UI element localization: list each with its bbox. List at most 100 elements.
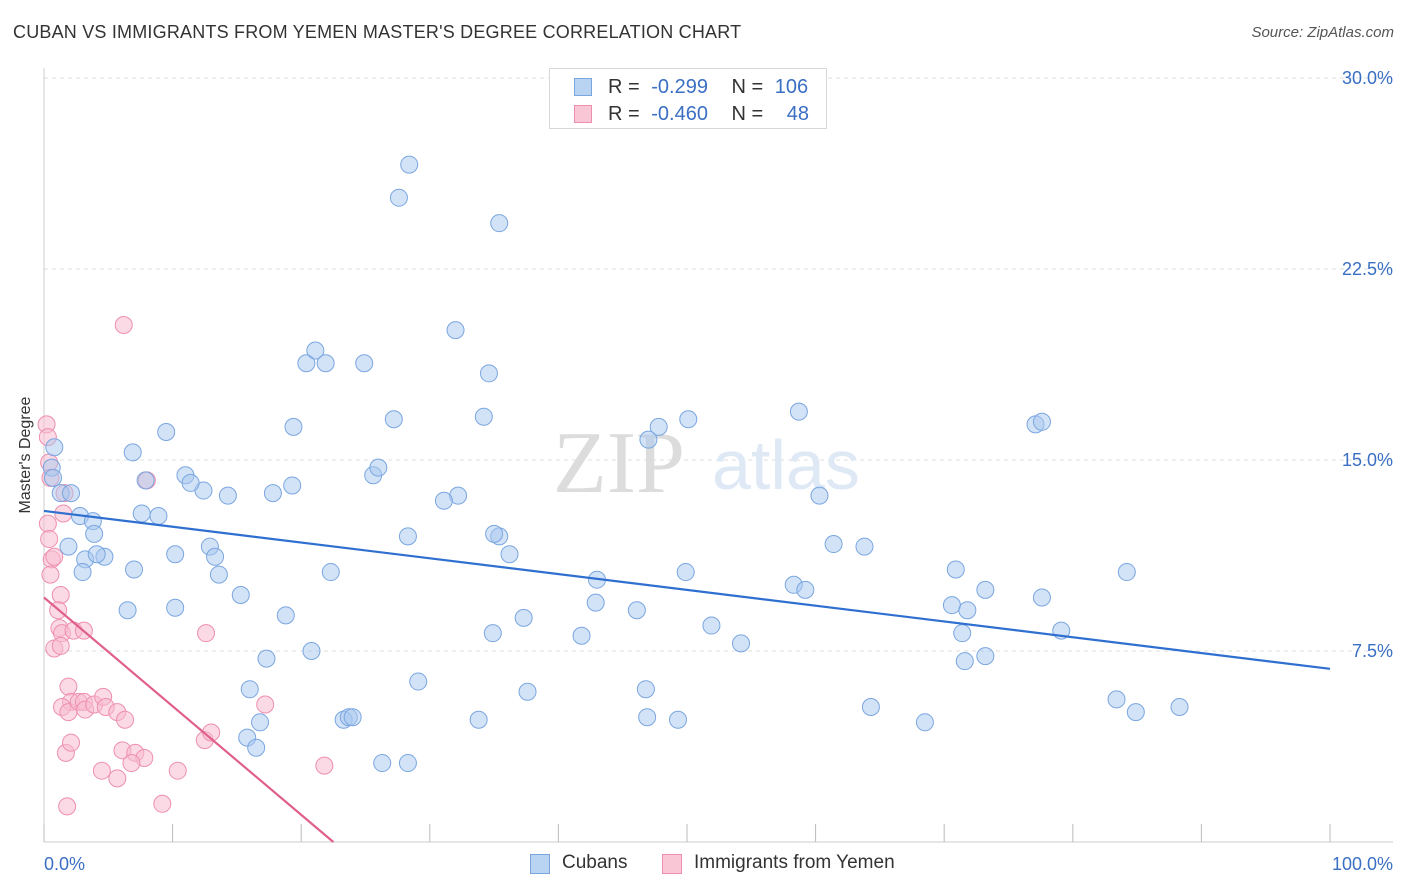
cuban-point	[73, 563, 92, 582]
cuban-point	[636, 680, 655, 699]
yemen-point	[197, 624, 216, 643]
legend-n-label-yemen: N =	[731, 103, 764, 125]
cuban-point	[915, 713, 934, 732]
chart-source: Source: ZipAtlas.com	[1251, 24, 1394, 41]
legend-row-cubans: R = -0.299 N = 106	[550, 74, 826, 100]
cuban-point	[946, 560, 965, 579]
cuban-point	[389, 188, 408, 207]
cuban-point	[586, 593, 605, 612]
yemen-point	[168, 761, 187, 780]
legend-text-cubans: R = -0.299 N = 106	[608, 74, 808, 100]
cuban-point	[297, 354, 316, 373]
cuban-point	[206, 547, 225, 566]
legend-r-label-cubans: R =	[608, 76, 640, 98]
legend-r-value-cubans: -0.299	[651, 76, 708, 98]
yemen-point	[58, 797, 77, 816]
cuban-point	[676, 563, 695, 582]
yemen-point	[59, 677, 78, 696]
cuban-point	[166, 545, 185, 564]
cuban-point	[796, 580, 815, 599]
yemen-point	[114, 316, 133, 335]
cuban-point	[263, 484, 282, 503]
cuban-point	[572, 626, 591, 645]
axes	[43, 68, 1393, 843]
legend-n-label-cubans: N =	[731, 76, 764, 98]
yemen-point	[41, 565, 60, 584]
y-tick-label: 30.0%	[1342, 68, 1393, 88]
cuban-point	[166, 598, 185, 617]
watermark-atlas: atlas	[712, 426, 860, 504]
legend-r-value-yemen: -0.460	[651, 103, 708, 125]
cuban-point	[434, 491, 453, 510]
cuban-point	[306, 341, 325, 360]
yemen-trend-line	[43, 596, 335, 843]
cuban-point	[1032, 412, 1051, 431]
legend-r-label-yemen: R =	[608, 103, 640, 125]
cuban-point	[240, 680, 259, 699]
yemen-point	[38, 514, 57, 533]
cuban-point	[398, 527, 417, 546]
yemen-point	[315, 756, 334, 775]
cuban-point	[409, 672, 428, 691]
yemen-point	[122, 754, 141, 773]
legend-row-yemen: R = -0.460 N = 48	[550, 101, 826, 127]
cuban-point	[446, 321, 465, 340]
yemen-point	[62, 733, 81, 752]
cuban-point	[384, 410, 403, 429]
legend-swatch-cubans	[574, 78, 592, 96]
correlation-legend: R = -0.299 N = 106 R = -0.460 N = 48	[549, 68, 827, 129]
cuban-point	[976, 580, 995, 599]
cuban-point	[958, 601, 977, 620]
legend-n-value-cubans: 106	[774, 76, 809, 98]
cuban-point	[44, 468, 63, 487]
cuban-point	[257, 649, 276, 668]
cuban-point	[62, 484, 81, 503]
cuban-point	[953, 624, 972, 643]
cuban-point	[59, 537, 78, 556]
x-tick-label: 100.0%	[1332, 854, 1393, 874]
cuban-points	[42, 155, 1189, 773]
cuban-point	[485, 524, 504, 543]
cuban-point	[343, 708, 362, 727]
cuban-point	[861, 698, 880, 717]
cuban-point	[136, 471, 155, 490]
yemen-point	[256, 695, 275, 714]
cuban-point	[638, 708, 657, 727]
tick-labels: 7.5% 15.0% 22.5% 30.0% 0.0% 100.0%	[44, 68, 1393, 874]
cuban-point	[118, 601, 137, 620]
cuban-point	[1117, 563, 1136, 582]
yemen-point	[92, 761, 111, 780]
y-tick-label: 7.5%	[1352, 641, 1393, 661]
yemen-point	[45, 547, 64, 566]
cuban-point	[702, 616, 721, 635]
cuban-point	[398, 754, 417, 773]
bottom-legend-label-cubans: Cubans	[562, 852, 628, 873]
cuban-point	[483, 624, 502, 643]
bottom-legend-swatch-cubans	[530, 854, 550, 874]
cuban-point	[316, 354, 335, 373]
cuban-point	[639, 430, 658, 449]
y-tick-label: 22.5%	[1342, 259, 1393, 279]
cuban-point	[125, 560, 144, 579]
cuban-point	[209, 565, 228, 584]
cuban-point	[514, 608, 533, 627]
cuban-point	[231, 585, 250, 604]
cuban-point	[1032, 588, 1051, 607]
y-tick-label: 15.0%	[1342, 450, 1393, 470]
cuban-point	[1126, 703, 1145, 722]
cuban-point	[500, 545, 519, 564]
cuban-point	[810, 486, 829, 505]
cuban-point	[490, 214, 509, 233]
cuban-point	[373, 754, 392, 773]
cuban-point	[85, 524, 104, 543]
cuban-point	[181, 473, 200, 492]
cuban-point	[976, 647, 995, 666]
cuban-point	[1170, 698, 1189, 717]
yemen-point	[116, 710, 135, 729]
cuban-point	[321, 563, 340, 582]
cuban-point	[283, 476, 302, 495]
cuban-point	[369, 458, 388, 477]
cuban-point	[302, 642, 321, 660]
cuban-point	[123, 443, 142, 462]
